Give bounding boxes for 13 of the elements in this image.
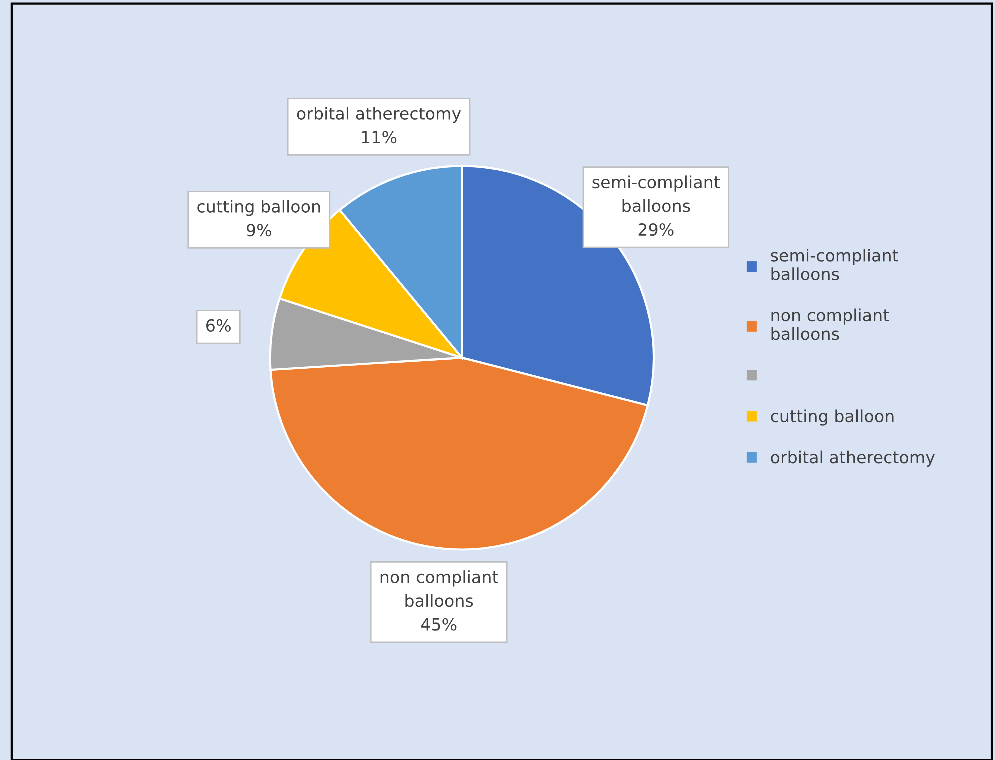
slice-label: semi-compliant balloons [592, 176, 720, 212]
slice-label: cutting balloon [198, 200, 320, 216]
legend-label: orbital atherectomy [771, 450, 936, 467]
slice-label: non compliant balloons [380, 570, 498, 608]
slice-label: orbital atherectomy [297, 107, 462, 124]
data-label: 6% [206, 319, 231, 332]
data-label: 45% [421, 618, 457, 631]
data-label: 9% [246, 224, 272, 237]
data-label: 11% [362, 131, 397, 144]
legend-label: semi-compliant balloons [771, 248, 898, 281]
legend-label: cutting balloon [771, 410, 894, 426]
legend-label: non compliant balloons [772, 308, 890, 340]
data-label: 29% [638, 223, 674, 236]
